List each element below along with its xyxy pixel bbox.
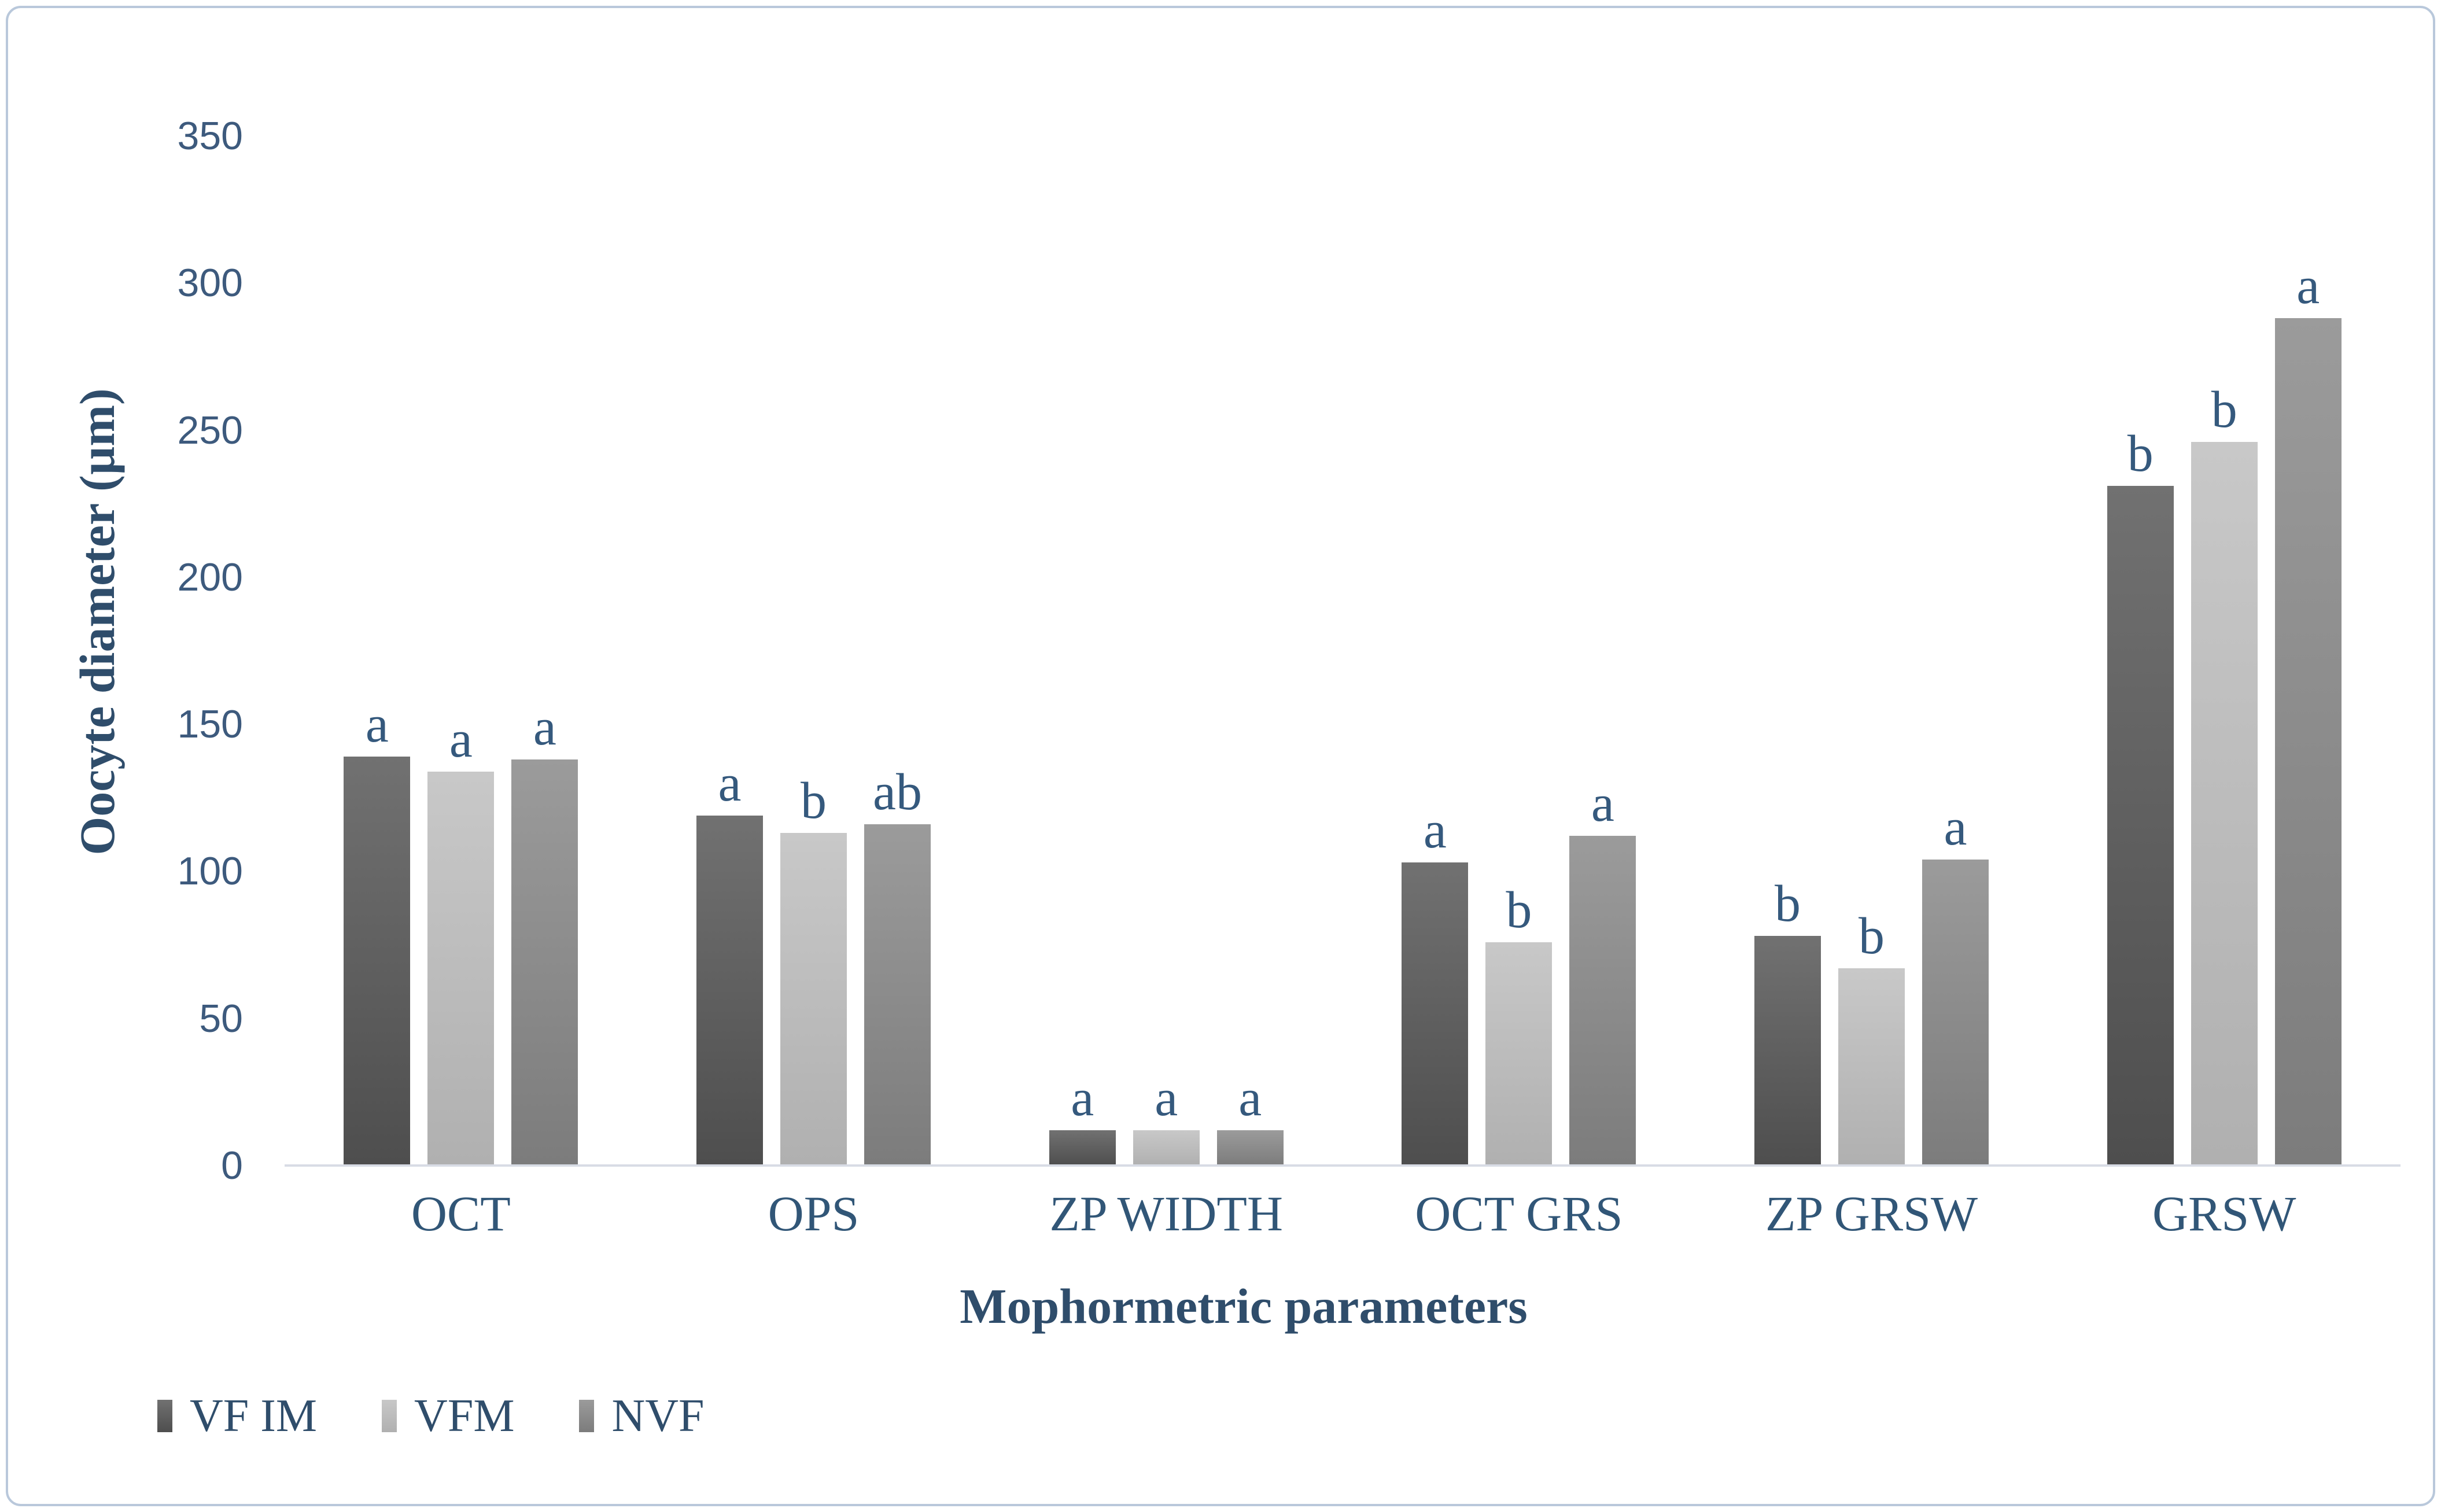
significance-letter: a (365, 696, 389, 754)
legend-swatch-nvf (579, 1400, 595, 1432)
bar-wrap: b (1838, 910, 1905, 1166)
bar-vf-im (344, 757, 411, 1166)
bar-vf-im (1754, 936, 1821, 1166)
bar-vfm (1485, 942, 1553, 1166)
significance-letter: a (1944, 799, 1967, 857)
y-tick-label: 150 (177, 702, 243, 747)
significance-letter: b (801, 772, 827, 830)
bar-wrap: a (427, 713, 495, 1166)
bar-vfm (2191, 441, 2258, 1166)
significance-letter: a (1423, 802, 1447, 860)
significance-letter: a (533, 699, 556, 757)
bar-vfm (1838, 968, 1905, 1166)
category-label: ZP GRSW (1765, 1186, 1978, 1241)
significance-letter: b (1775, 875, 1801, 933)
significance-letter: a (718, 754, 742, 812)
y-tick-label: 350 (177, 114, 243, 158)
x-axis-category-labels: OCT OPS ZP WIDTH OCT GRS ZP GRSW GRSW (285, 1185, 2401, 1242)
y-tick-label: 50 (199, 996, 243, 1041)
legend-label-nvf: NVF (611, 1391, 705, 1441)
bar-wrap: a (1569, 778, 1636, 1166)
y-tick-label: 300 (177, 261, 243, 305)
bar-nvf (1922, 860, 1989, 1166)
bar-wrap: b (2191, 383, 2258, 1166)
significance-letter: a (1238, 1069, 1262, 1127)
bar-vfm (1133, 1130, 1200, 1166)
legend-item-vfm: VFM (382, 1393, 514, 1439)
bar-wrap: a (1216, 1072, 1284, 1166)
y-tick-label: 0 (221, 1144, 243, 1188)
category-label: OCT (411, 1186, 511, 1241)
category-label: GRSW (2152, 1186, 2296, 1241)
y-tick-label: 250 (177, 408, 243, 452)
significance-letter: ab (873, 764, 922, 821)
bar-wrap: b (780, 775, 847, 1166)
significance-letter: a (1155, 1069, 1178, 1127)
bar-vf-im (1049, 1130, 1116, 1166)
bar-wrap: a (344, 699, 411, 1166)
significance-letter: a (1071, 1069, 1094, 1127)
x-axis-line (285, 1164, 2401, 1167)
legend-item-nvf: NVF (579, 1391, 705, 1441)
significance-letter: b (2211, 381, 2237, 438)
bar-wrap: a (696, 757, 763, 1166)
category-label: ZP WIDTH (1049, 1186, 1284, 1241)
significance-letter: b (1506, 881, 1532, 939)
legend: VF IM VFM NVF (157, 1393, 705, 1439)
bar-group-zp-grsw: b b a (1695, 136, 2048, 1166)
bar-vf-im (1402, 862, 1469, 1166)
bar-wrap: a (2274, 260, 2342, 1166)
bar-vfm (780, 833, 847, 1166)
plot-area: a a a a b ab a a a a b a b b a b b a (285, 136, 2401, 1166)
bar-nvf (1216, 1130, 1284, 1166)
y-tick-label: 100 (177, 849, 243, 894)
bar-nvf (864, 824, 931, 1166)
significance-letter: b (2127, 425, 2154, 483)
bar-wrap: b (2107, 428, 2174, 1166)
bar-group-ops: a b ab (637, 136, 990, 1166)
bar-wrap: ab (864, 766, 931, 1166)
significance-letter: b (1859, 908, 1885, 965)
bar-vf-im (696, 815, 763, 1166)
legend-label-vfm: VFM (414, 1391, 515, 1441)
legend-label-vf-im: VF IM (190, 1391, 318, 1441)
bar-nvf (511, 759, 578, 1166)
bar-group-oct-grs: a b a (1343, 136, 1695, 1166)
significance-letter: a (449, 710, 473, 768)
x-axis-title: Mophormetric parameters (960, 1278, 1528, 1334)
bar-wrap: b (1485, 884, 1553, 1166)
bar-wrap: a (1133, 1072, 1200, 1166)
y-tick-label: 200 (177, 555, 243, 599)
bar-wrap: a (1049, 1072, 1116, 1166)
legend-item-vf-im: VF IM (157, 1393, 317, 1439)
bar-vfm (427, 771, 495, 1166)
significance-letter: a (2296, 257, 2320, 315)
bar-wrap: b (1754, 878, 1821, 1166)
category-label: OPS (768, 1186, 860, 1241)
legend-swatch-vf-im (157, 1400, 172, 1432)
bar-wrap: a (511, 702, 578, 1166)
bar-wrap: a (1402, 805, 1469, 1166)
legend-swatch-vfm (382, 1400, 397, 1432)
bar-nvf (1569, 836, 1636, 1166)
y-axis-title: Oocyte diameter (µm) (69, 388, 125, 855)
bar-vf-im (2107, 486, 2174, 1166)
significance-letter: a (1591, 775, 1614, 833)
bar-wrap: a (1922, 802, 1989, 1166)
bar-nvf (2274, 318, 2342, 1166)
category-label: OCT GRS (1415, 1186, 1623, 1241)
